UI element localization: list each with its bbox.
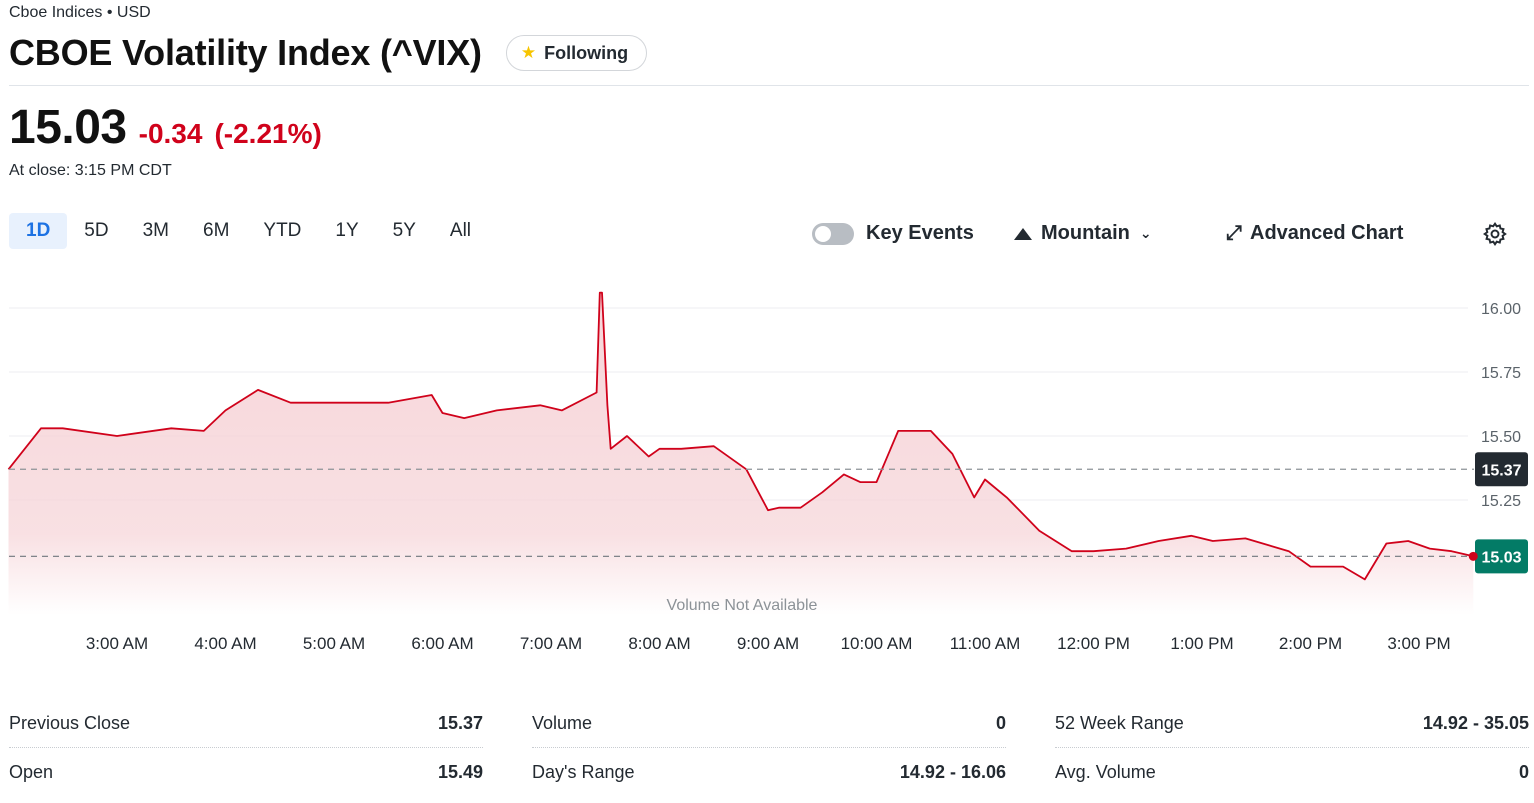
expand-icon: ⤢ [1226, 222, 1242, 244]
x-tick-label: 11:00 AM [950, 634, 1021, 653]
x-tick-label: 4:00 AM [194, 634, 256, 653]
range-tab-ytd[interactable]: YTD [263, 220, 302, 241]
exchange-currency: Cboe Indices • USD [9, 4, 151, 21]
chart-type-dropdown[interactable]: Mountain ⌄ [1014, 222, 1152, 245]
y-tick-label: 16.00 [1481, 301, 1521, 318]
x-tick-label: 9:00 AM [737, 634, 799, 653]
range-tabs: 1D 5D 3M 6M YTD 1Y 5Y All [9, 213, 488, 249]
stats-column: 52 Week Range 14.92 - 35.05 Avg. Volume 0 [1055, 700, 1529, 796]
following-label: Following [544, 42, 629, 63]
stat-row: Day's Range 14.92 - 16.06 [532, 748, 1006, 796]
stats-column: Volume 0 Day's Range 14.92 - 16.06 [532, 700, 1006, 796]
range-tab-1y[interactable]: 1Y [335, 220, 359, 241]
stat-label: Previous Close [9, 713, 131, 733]
x-tick-label: 6:00 AM [411, 634, 473, 653]
price-chart[interactable]: 16.00 15.75 15.50 15.25 15.37 15.03 Volume Not… [0, 270, 1534, 670]
stat-row: Avg. Volume 0 [1055, 748, 1529, 796]
following-button[interactable]: ★ Following [505, 35, 648, 71]
previous-close-badge [1475, 452, 1528, 487]
y-tick-label: 15.25 [1481, 493, 1521, 510]
chevron-down-icon: ⌄ [1139, 225, 1152, 241]
advanced-chart-label: Advanced Chart [1250, 222, 1404, 244]
star-icon: ★ [520, 43, 537, 62]
close-time: At close: 3:15 PM CDT [9, 162, 172, 179]
mountain-icon [1014, 227, 1032, 240]
stat-value: 14.92 - 35.05 [1422, 713, 1529, 733]
x-tick-label: 12:00 PM [1057, 634, 1130, 653]
stat-label: Avg. Volume [1055, 761, 1156, 782]
stat-row: Volume 0 [532, 700, 1006, 748]
last-price-dot [1468, 551, 1478, 561]
chart-price-line [7, 291, 1474, 581]
quote-row: 15.03 -0.34 (-2.21%) [9, 100, 322, 155]
key-events-label[interactable]: Key Events [866, 222, 974, 244]
advanced-chart-button[interactable]: ⤢ Advanced Chart [1226, 222, 1403, 245]
range-tab-6m[interactable]: 6M [203, 220, 230, 241]
x-tick-label: 7:00 AM [520, 634, 582, 653]
header-divider [9, 85, 1529, 86]
range-tab-5y[interactable]: 5Y [392, 220, 416, 241]
stat-value: 0 [995, 713, 1006, 733]
stat-value: 14.92 - 16.06 [899, 761, 1006, 782]
previous-close-label: 15.37 [1481, 462, 1521, 479]
range-tab-all[interactable]: All [449, 220, 472, 241]
volume-not-available: Volume Not Available [667, 597, 818, 614]
title-row: CBOE Volatility Index (^VIX) ★ Following [9, 32, 648, 74]
stats-column: Previous Close 15.37 Open 15.49 [9, 700, 483, 796]
y-tick-label: 15.50 [1481, 429, 1521, 446]
range-tab-1d[interactable]: 1D [9, 213, 68, 249]
price-change-percent: (-2.21%) [214, 118, 322, 149]
stat-row: 52 Week Range 14.92 - 35.05 [1055, 700, 1529, 748]
stat-label: Volume [532, 713, 593, 733]
stat-value: 15.49 [437, 761, 483, 782]
x-tick-label: 1:00 PM [1170, 634, 1233, 653]
chart-type-label: Mountain [1041, 222, 1130, 244]
x-tick-label: 8:00 AM [628, 634, 690, 653]
x-tick-label: 5:00 AM [303, 634, 365, 653]
current-price-label: 15.03 [1481, 549, 1521, 566]
gear-icon[interactable] [1482, 221, 1508, 247]
range-tab-3m[interactable]: 3M [142, 220, 169, 241]
x-tick-label: 2:00 PM [1279, 634, 1342, 653]
chart-area-fill [8, 292, 1474, 615]
y-tick-label: 15.75 [1481, 365, 1521, 382]
page-title: CBOE Volatility Index (^VIX) [9, 32, 482, 73]
quote-statistics: Previous Close 15.37 Open 15.49 Volume 0 Day's… [9, 700, 1529, 796]
stat-label: Day's Range [532, 761, 635, 782]
stat-row: Previous Close 15.37 [9, 700, 483, 748]
price-change: -0.34 [138, 118, 203, 149]
x-tick-label: 3:00 AM [86, 634, 148, 653]
x-tick-label: 10:00 AM [841, 634, 913, 653]
current-price-badge [1475, 539, 1528, 574]
stat-value: 15.37 [437, 713, 483, 733]
range-tab-5d[interactable]: 5D [84, 220, 109, 241]
key-events-toggle[interactable] [812, 223, 854, 245]
toggle-knob [815, 226, 831, 242]
current-price: 15.03 [9, 101, 127, 154]
x-tick-label: 3:00 PM [1387, 634, 1450, 653]
stat-label: Open [9, 761, 54, 782]
stat-value: 0 [1518, 761, 1529, 782]
stat-label: 52 Week Range [1055, 713, 1184, 733]
stat-row: Open 15.49 [9, 748, 483, 796]
